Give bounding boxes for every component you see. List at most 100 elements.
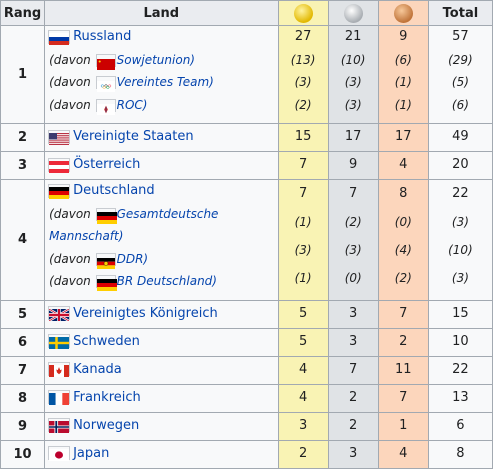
country-cell: Vereinigte Staaten: [44, 123, 279, 152]
bronze-value: 1: [399, 417, 408, 433]
country-link[interactable]: Frankreich: [73, 389, 141, 405]
gold-value: 5: [298, 333, 308, 349]
gold-cell: 7 (1) (3) (1): [277, 179, 329, 301]
total-cell: 22: [427, 355, 493, 385]
sub-team-link[interactable]: Sowjetunion): [116, 52, 195, 67]
country-link[interactable]: Kanada: [73, 361, 122, 377]
table-row: 5 Vereinigtes Königreich 5 3 7 15: [0, 299, 493, 329]
country-cell: Russland (davon Sowjetunion) (davon Verein…: [44, 25, 279, 124]
total-value: 8: [456, 445, 465, 461]
bronze-value: 4: [399, 157, 408, 173]
header-total[interactable]: Total: [427, 0, 493, 26]
gold-value: 5: [298, 305, 308, 321]
uk-flag-icon: [48, 307, 70, 323]
silver-cell: 3: [327, 439, 379, 469]
country-cell: Kanada: [44, 355, 279, 385]
silver-value: 3: [349, 305, 358, 321]
silver-cell: 2: [327, 383, 379, 413]
table-row: 3 Österreich 7 9 4 20: [0, 151, 493, 180]
country-link[interactable]: Österreich: [73, 157, 141, 173]
header-rank[interactable]: Rang: [0, 0, 46, 26]
country-cell: Schweden: [44, 327, 279, 357]
total-value: 13: [452, 389, 469, 405]
country-link[interactable]: Vereinigtes Königreich: [73, 305, 218, 321]
total-value: 49: [452, 129, 469, 145]
total-value: 6: [456, 417, 465, 433]
bronze-value: 2: [399, 333, 408, 349]
gold-cell: 5: [277, 299, 329, 329]
country-link[interactable]: Russland: [73, 29, 132, 44]
silver-sub-value: (3): [344, 97, 362, 112]
bronze-cell: 4: [377, 151, 429, 180]
table-row: 10 Japan 2 3 4 8: [0, 439, 493, 469]
silver-value: 9: [349, 157, 358, 173]
country-link[interactable]: Norwegen: [73, 417, 140, 433]
total-cell: 22 (3) (10) (3): [427, 179, 493, 301]
gold-value: 4: [298, 361, 308, 377]
table-row: 7 Kanada 4 7 11 22: [0, 355, 493, 385]
gold-cell: 4: [277, 383, 329, 413]
roc-flag-icon: [96, 100, 115, 115]
gold-value: 4: [298, 389, 308, 405]
austria-flag-icon: [49, 159, 70, 173]
country-line: Norwegen: [49, 415, 277, 438]
sub-team-link[interactable]: Vereintes Team): [116, 75, 214, 89]
silver-cell: 17: [327, 123, 379, 152]
gold-value: 7: [298, 186, 308, 201]
header-land[interactable]: Land: [44, 0, 279, 26]
country-cell: Vereinigtes Königreich: [44, 299, 279, 329]
silver-value: 3: [349, 333, 358, 349]
sub-team-link[interactable]: BR Deutschland): [116, 274, 217, 288]
rank-cell: 9: [0, 411, 46, 441]
sub-team-prefix: (davon: [49, 52, 91, 67]
gold-cell: 2: [277, 439, 329, 469]
gold-medal-icon: [293, 3, 313, 23]
bronze-value: 17: [395, 129, 412, 145]
bronze-value: 7: [399, 389, 408, 405]
bronze-cell: 17: [377, 123, 429, 152]
country-line: Österreich: [49, 154, 277, 177]
total-value: 57: [452, 29, 469, 44]
silver-cell: 7 (2) (3) (0): [327, 179, 379, 301]
header-silver[interactable]: [327, 0, 379, 26]
silver-cell: 2: [327, 411, 379, 441]
germany-flag-icon: [96, 276, 117, 291]
sub-team-link[interactable]: Gesamtdeutsche: [116, 206, 219, 221]
total-cell: 20: [427, 151, 493, 180]
sub-team-link[interactable]: DDR): [116, 251, 149, 266]
gold-sub-value: (1): [294, 271, 312, 286]
silver-value: 21: [344, 29, 362, 44]
rank-cell: 7: [0, 355, 46, 385]
france-flag-icon: [49, 391, 70, 406]
total-cell: 13: [427, 383, 493, 413]
silver-cell: 3: [327, 327, 379, 357]
sub-team-link[interactable]: ROC): [116, 97, 148, 112]
gold-cell: 5: [277, 327, 329, 357]
japan-flag-icon: [49, 447, 70, 462]
country-cell: Frankreich: [44, 383, 279, 413]
rank-cell: 2: [0, 123, 46, 152]
header-bronze[interactable]: [377, 0, 429, 26]
country-link[interactable]: Vereinigte Staaten: [73, 129, 194, 145]
total-cell: 15: [427, 299, 493, 329]
total-cell: 6: [427, 411, 493, 441]
table-row: 4 Deutschland (davon Gesamtdeutsche Mannsch…: [0, 179, 493, 301]
gold-cell: 27 (13) (3) (2): [277, 25, 329, 124]
sub-team-line: (davon BR Deutschland): [49, 270, 277, 293]
header-gold[interactable]: [277, 0, 329, 26]
rank-cell: 5: [0, 299, 46, 329]
country-link[interactable]: Japan: [73, 445, 110, 461]
total-value: 22: [452, 186, 469, 201]
total-cell: 57 (29) (5) (6): [427, 25, 493, 124]
sub-team-link-continued[interactable]: Mannschaft): [49, 229, 124, 243]
country-link[interactable]: Deutschland: [73, 183, 155, 198]
total-cell: 8: [427, 439, 493, 469]
sub-team-prefix: (davon: [49, 97, 91, 112]
gold-value: 7: [298, 157, 308, 173]
bronze-sub-value: (2): [394, 271, 412, 286]
table-row: 8 Frankreich 4 2 7 13: [0, 383, 493, 413]
country-link[interactable]: Schweden: [73, 333, 140, 349]
country-line: Japan: [49, 443, 277, 466]
bronze-value: 7: [399, 305, 408, 321]
